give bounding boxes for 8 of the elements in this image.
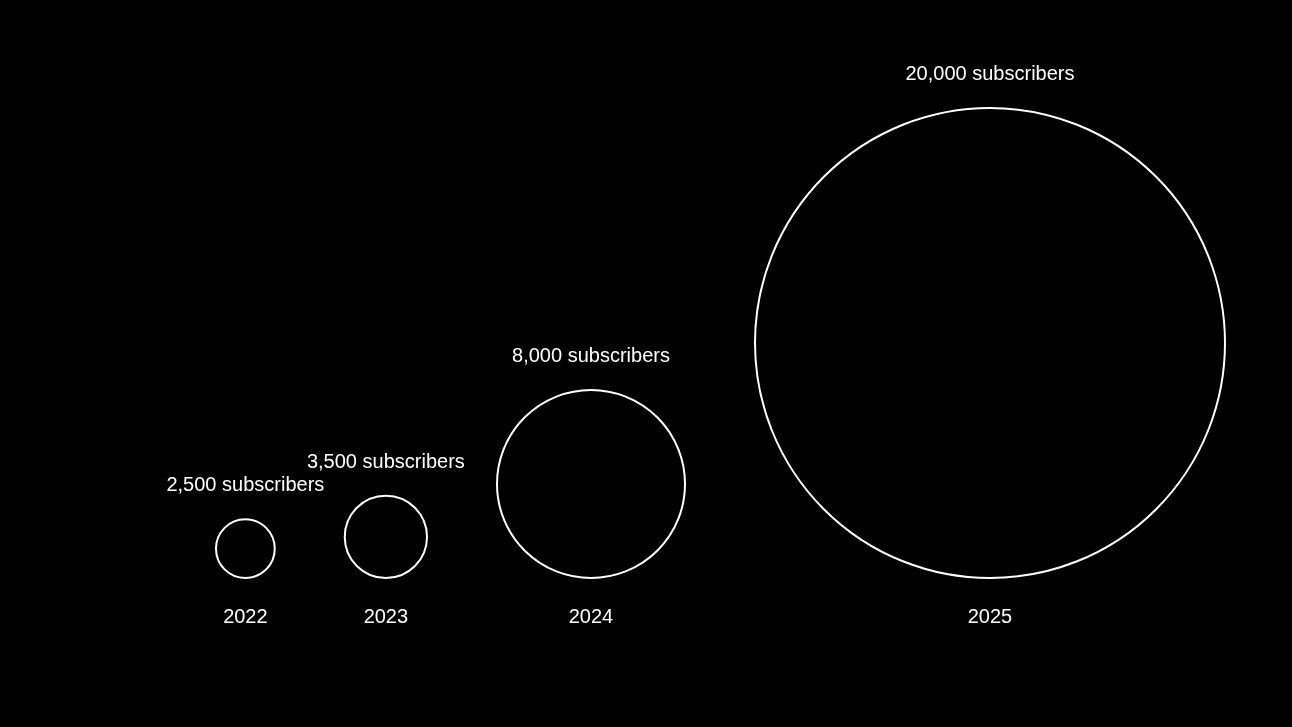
data-label: 3,500 subscribers [306, 449, 465, 472]
data-label: 2,500 subscribers [166, 473, 325, 496]
category-label: 2025 [967, 605, 1013, 627]
data-label: 20,000 subscribers [905, 62, 1075, 84]
category-label: 2023 [363, 605, 409, 627]
data-label: 8,000 subscribers [512, 344, 670, 366]
category-label: 2024 [568, 605, 614, 627]
category-label: 2022 [223, 605, 268, 627]
